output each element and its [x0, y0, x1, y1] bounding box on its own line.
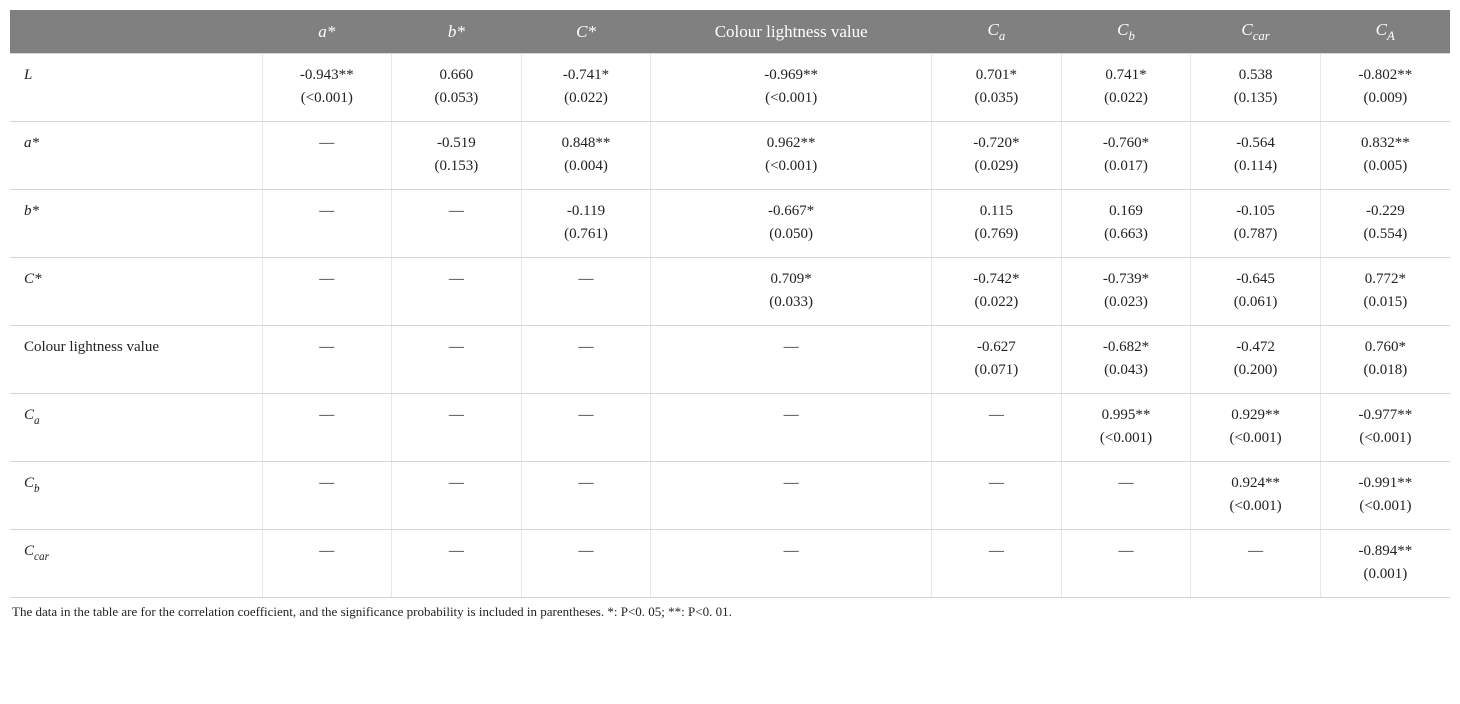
cell: 0.924**(<0.001) [1191, 462, 1321, 530]
cell: 0.848**(0.004) [521, 122, 651, 190]
col-header-cb: Cb [1061, 10, 1191, 54]
cell: 0.995**(<0.001) [1061, 394, 1191, 462]
cell: -0.977**(<0.001) [1320, 394, 1450, 462]
cell: — [262, 326, 392, 394]
table-row: C* — — — 0.709*(0.033) -0.742*(0.022) -0… [10, 258, 1450, 326]
cell: -0.969**(<0.001) [651, 54, 932, 122]
cell: -0.564(0.114) [1191, 122, 1321, 190]
table-row: b* — — -0.119(0.761) -0.667*(0.050) 0.11… [10, 190, 1450, 258]
row-header-b: b* [10, 190, 262, 258]
cell: — [1191, 530, 1321, 598]
cell: — [932, 394, 1062, 462]
cell: 0.962**(<0.001) [651, 122, 932, 190]
table-footnote: The data in the table are for the correl… [10, 604, 1450, 620]
row-header-c: C* [10, 258, 262, 326]
cell: -0.760*(0.017) [1061, 122, 1191, 190]
cell: — [932, 530, 1062, 598]
cell: 0.772*(0.015) [1320, 258, 1450, 326]
cell: — [521, 530, 651, 598]
cell: — [262, 462, 392, 530]
cell: -0.627(0.071) [932, 326, 1062, 394]
cell: -0.229(0.554) [1320, 190, 1450, 258]
table-row: Cb — — — — — — 0.924**(<0.001) -0.991**(… [10, 462, 1450, 530]
cell: — [1061, 530, 1191, 598]
cell: -0.802**(0.009) [1320, 54, 1450, 122]
cell: — [651, 530, 932, 598]
col-header-ca-cap: CA [1320, 10, 1450, 54]
table-body: L -0.943**(<0.001) 0.660(0.053) -0.741*(… [10, 54, 1450, 598]
cell: — [262, 394, 392, 462]
cell: -0.720*(0.029) [932, 122, 1062, 190]
cell: — [521, 462, 651, 530]
cell: -0.519(0.153) [392, 122, 522, 190]
cell: -0.119(0.761) [521, 190, 651, 258]
row-header-cb: Cb [10, 462, 262, 530]
cell: — [1061, 462, 1191, 530]
col-header-ccar: Ccar [1191, 10, 1321, 54]
row-header-ca: Ca [10, 394, 262, 462]
col-header-c: C* [521, 10, 651, 54]
cell: -0.645(0.061) [1191, 258, 1321, 326]
cell: — [392, 462, 522, 530]
cell: — [392, 326, 522, 394]
table-header: a* b* C* Colour lightness value Ca Cb Cc… [10, 10, 1450, 54]
cell: — [262, 122, 392, 190]
row-header-a: a* [10, 122, 262, 190]
col-header-b: b* [392, 10, 522, 54]
cell: — [262, 190, 392, 258]
cell: — [651, 462, 932, 530]
cell: — [521, 394, 651, 462]
cell: -0.105(0.787) [1191, 190, 1321, 258]
cell: -0.667*(0.050) [651, 190, 932, 258]
cell: — [262, 530, 392, 598]
cell: -0.943**(<0.001) [262, 54, 392, 122]
col-header-clv: Colour lightness value [651, 10, 932, 54]
table-row: Colour lightness value — — — — -0.627(0.… [10, 326, 1450, 394]
col-header-ca: Ca [932, 10, 1062, 54]
cell: — [521, 258, 651, 326]
cell: 0.660(0.053) [392, 54, 522, 122]
row-header-L: L [10, 54, 262, 122]
cell: 0.538(0.135) [1191, 54, 1321, 122]
cell: — [262, 258, 392, 326]
cell: — [392, 258, 522, 326]
table-row: L -0.943**(<0.001) 0.660(0.053) -0.741*(… [10, 54, 1450, 122]
cell: — [651, 394, 932, 462]
cell: -0.739*(0.023) [1061, 258, 1191, 326]
cell: 0.709*(0.033) [651, 258, 932, 326]
cell: -0.472(0.200) [1191, 326, 1321, 394]
cell: 0.115(0.769) [932, 190, 1062, 258]
cell: — [392, 530, 522, 598]
cell: — [521, 326, 651, 394]
col-header-empty [10, 10, 262, 54]
cell: 0.832**(0.005) [1320, 122, 1450, 190]
cell: — [392, 394, 522, 462]
correlation-table: a* b* C* Colour lightness value Ca Cb Cc… [10, 10, 1450, 598]
cell: — [651, 326, 932, 394]
table-row: Ccar — — — — — — — -0.894**(0.001) [10, 530, 1450, 598]
cell: 0.701*(0.035) [932, 54, 1062, 122]
col-header-a: a* [262, 10, 392, 54]
table-row: a* — -0.519(0.153) 0.848**(0.004) 0.962*… [10, 122, 1450, 190]
cell: 0.760*(0.018) [1320, 326, 1450, 394]
table-row: Ca — — — — — 0.995**(<0.001) 0.929**(<0.… [10, 394, 1450, 462]
cell: -0.894**(0.001) [1320, 530, 1450, 598]
cell: -0.742*(0.022) [932, 258, 1062, 326]
cell: -0.741*(0.022) [521, 54, 651, 122]
cell: -0.682*(0.043) [1061, 326, 1191, 394]
cell: 0.741*(0.022) [1061, 54, 1191, 122]
cell: — [392, 190, 522, 258]
cell: 0.929**(<0.001) [1191, 394, 1321, 462]
cell: -0.991**(<0.001) [1320, 462, 1450, 530]
cell: — [932, 462, 1062, 530]
cell: 0.169(0.663) [1061, 190, 1191, 258]
row-header-ccar: Ccar [10, 530, 262, 598]
row-header-clv: Colour lightness value [10, 326, 262, 394]
